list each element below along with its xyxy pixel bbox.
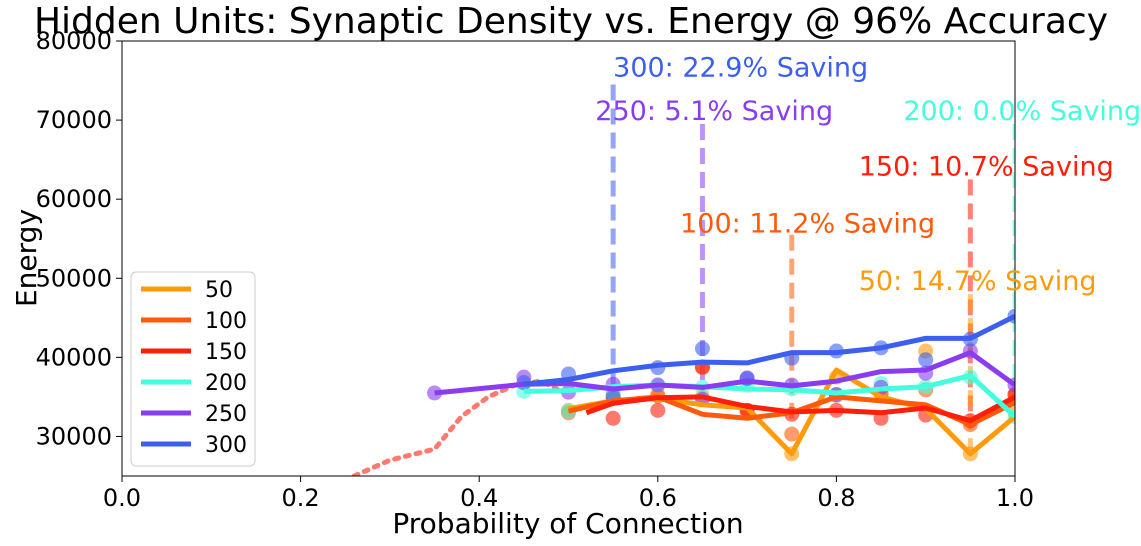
x-tick-label-3: 0.6 [639,484,677,512]
plot-frame [121,40,1016,477]
x-tick-label-4: 0.8 [817,484,855,512]
y-axis: 30000 40000 50000 60000 70000 80000 [36,27,122,450]
x-tick-label-0: 0.0 [103,484,141,512]
annotation-label-2: 200: 0.0% Saving [903,96,1141,127]
legend-label-200: 200 [205,371,247,396]
y-tick-label-5: 80000 [36,27,112,55]
x-tick-label-1: 0.2 [282,484,320,512]
y-tick-label-2: 50000 [36,264,112,292]
legend-label-250: 250 [205,402,247,427]
series-line-300 [523,313,1015,387]
y-tick-label-4: 70000 [36,106,112,134]
legend-label-300: 300 [205,433,247,458]
data-point-300-9 [918,352,934,368]
x-axis-label: Probability of Connection [392,507,743,540]
annotation-label-4: 100: 11.2% Saving [680,208,935,239]
annotation-label-0: 300: 22.9% Saving [613,53,868,84]
legend: 50 100 150 200 250 300 [130,271,256,467]
plot-area [351,84,1015,476]
y-axis-label: Energy [10,209,43,307]
data-point-150-1 [650,402,666,418]
annotations: 300: 22.9% Saving 250: 5.1% Saving 200: 0.… [595,53,1141,298]
data-point-150-0 [605,410,621,426]
y-tick-label-0: 30000 [36,422,112,450]
data-point-100-5 [784,426,800,442]
series-line-250 [434,350,1015,396]
x-tick-label-5: 1.0 [996,484,1034,512]
x-axis: 0.0 0.2 0.4 0.6 0.8 1.0 [103,476,1034,512]
annotation-label-5: 50: 14.7% Saving [859,266,1097,297]
y-tick-label-1: 40000 [36,343,112,371]
y-tick-label-3: 60000 [36,185,112,213]
legend-label-100: 100 [205,309,247,334]
chart-title: Hidden Units: Synaptic Density vs. Energ… [34,1,1108,42]
annotation-label-1: 250: 5.1% Saving [595,96,833,127]
legend-label-150: 150 [205,340,247,365]
legend-label-50: 50 [205,278,233,303]
series-line-150 [585,394,1015,424]
x-tick-label-2: 0.4 [460,484,498,512]
annotation-label-3: 150: 10.7% Saving [859,151,1114,182]
data-point-300-4 [694,341,710,357]
